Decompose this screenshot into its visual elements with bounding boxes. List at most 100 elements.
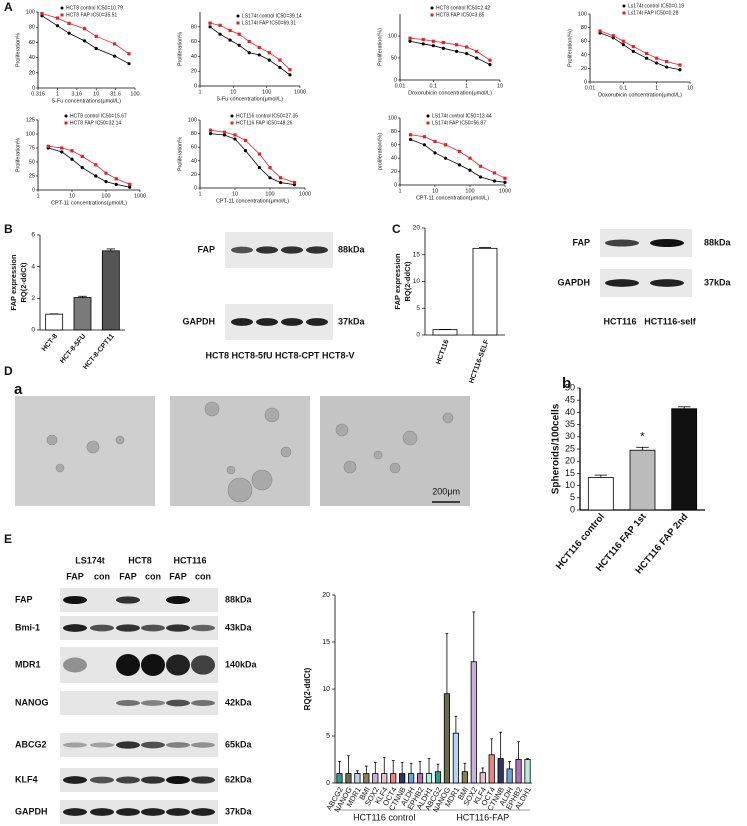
x-tick-label: 1000: [499, 188, 511, 194]
blot-lane-label: con: [145, 571, 161, 581]
y-tick-label: 60: [191, 39, 197, 45]
legend-marker: [236, 14, 240, 18]
blot-band: [63, 742, 87, 748]
y-tick-label: 45: [565, 395, 575, 405]
x-tick-label: 10: [687, 85, 693, 91]
blot-band: [63, 657, 87, 673]
y-axis-label: proliferation(%): [377, 133, 383, 170]
data-point: [80, 154, 84, 158]
bar: [399, 773, 406, 784]
y-tick-label: 100: [26, 131, 35, 137]
data-point: [257, 45, 261, 50]
x-tick-label: 1: [465, 83, 468, 89]
panel-label: a: [14, 381, 23, 398]
data-point: [128, 182, 132, 186]
x-axis-label: 5-Fu concentrations(μmol/L): [52, 98, 121, 104]
data-point: [267, 51, 271, 55]
blot-band: [256, 318, 278, 326]
x-tick-label: 1: [198, 89, 201, 95]
blot-band: [90, 624, 114, 632]
blot-band: [166, 596, 190, 604]
blot-lane-label: con: [195, 571, 211, 581]
blot-band: [90, 808, 114, 816]
data-point: [503, 180, 507, 184]
legend-marker: [230, 114, 234, 118]
data-point: [655, 56, 659, 60]
blot-size-label: 37kDa: [704, 277, 732, 287]
y-tick-label: 100: [388, 33, 397, 39]
blot-row-label: NANOG: [15, 697, 49, 707]
x-tick-label: 0.1: [430, 83, 438, 89]
data-point: [408, 137, 413, 142]
blot-band: [63, 624, 87, 632]
data-point: [228, 38, 232, 42]
bar: [479, 772, 486, 784]
fit-line: [210, 133, 295, 185]
data-point: [243, 138, 248, 142]
fit-line: [410, 134, 506, 179]
x-tick-label: 0.1: [620, 85, 628, 91]
data-point: [60, 150, 64, 154]
y-tick-label: 0: [394, 182, 397, 188]
data-point: [475, 49, 479, 53]
blot-band: [141, 808, 165, 816]
panel-label: C: [392, 222, 401, 236]
data-point: [421, 37, 425, 42]
blot-lane-label: FAP: [66, 571, 84, 581]
bar: [515, 759, 522, 784]
y-tick-label: 60: [191, 145, 197, 151]
blot-band: [650, 279, 684, 287]
data-point: [60, 146, 64, 150]
spheroids: [46, 401, 454, 503]
blot-row-label: GAPDH: [15, 806, 48, 816]
group-label: HCT116 control: [353, 812, 415, 822]
x-tick-label: 0.01: [585, 85, 596, 91]
data-point: [465, 52, 469, 56]
data-point: [468, 168, 472, 172]
y-tick-label: 5: [326, 733, 330, 740]
y-tick-label: 100: [388, 115, 397, 121]
blot-band: [116, 699, 140, 707]
x-tick-label: 10: [230, 89, 236, 95]
data-point: [222, 133, 227, 137]
x-tick-label: HCT-8-5FU: [59, 333, 87, 365]
data-point: [278, 65, 282, 70]
x-tick-label: 3.16: [71, 91, 82, 97]
data-point: [237, 43, 241, 47]
data-point: [82, 39, 87, 43]
data-point: [228, 28, 232, 33]
y-tick-label: 0: [570, 504, 575, 514]
blot-band: [231, 246, 253, 254]
data-point: [645, 56, 649, 60]
bar: [524, 759, 531, 784]
data-point: [94, 34, 98, 38]
y-tick-label: 10: [322, 686, 330, 693]
data-point: [292, 180, 297, 185]
y-tick-label: 0: [194, 83, 197, 89]
y-tick-label: 20: [413, 225, 421, 232]
y-tick-label: 40: [565, 407, 575, 417]
y-tick-label: 5: [416, 305, 420, 312]
y-tick-label: 15: [322, 639, 330, 646]
y-tick-label: 100: [188, 117, 197, 123]
blot-band: [116, 741, 140, 749]
blot-band: [306, 246, 328, 254]
y-tick-label: 60: [581, 39, 587, 45]
blot-band: [116, 776, 140, 784]
data-point: [127, 52, 131, 56]
data-point: [408, 36, 412, 40]
data-point: [288, 73, 292, 77]
legend-marker: [622, 11, 626, 15]
y-tick-label: 40: [191, 54, 197, 60]
blot-band: [281, 318, 303, 326]
y-tick-label: 10: [413, 278, 421, 285]
blot-band: [141, 776, 165, 784]
x-tick-label: HCT116-SELF: [468, 338, 491, 384]
y-tick-label: 40: [581, 52, 587, 58]
y-tick-label: 25: [565, 443, 575, 453]
data-point: [67, 21, 71, 25]
data-point: [468, 156, 472, 160]
legend-label: HCT8 control IC50=15.67: [70, 113, 127, 119]
x-tick-label: 1: [56, 91, 59, 97]
